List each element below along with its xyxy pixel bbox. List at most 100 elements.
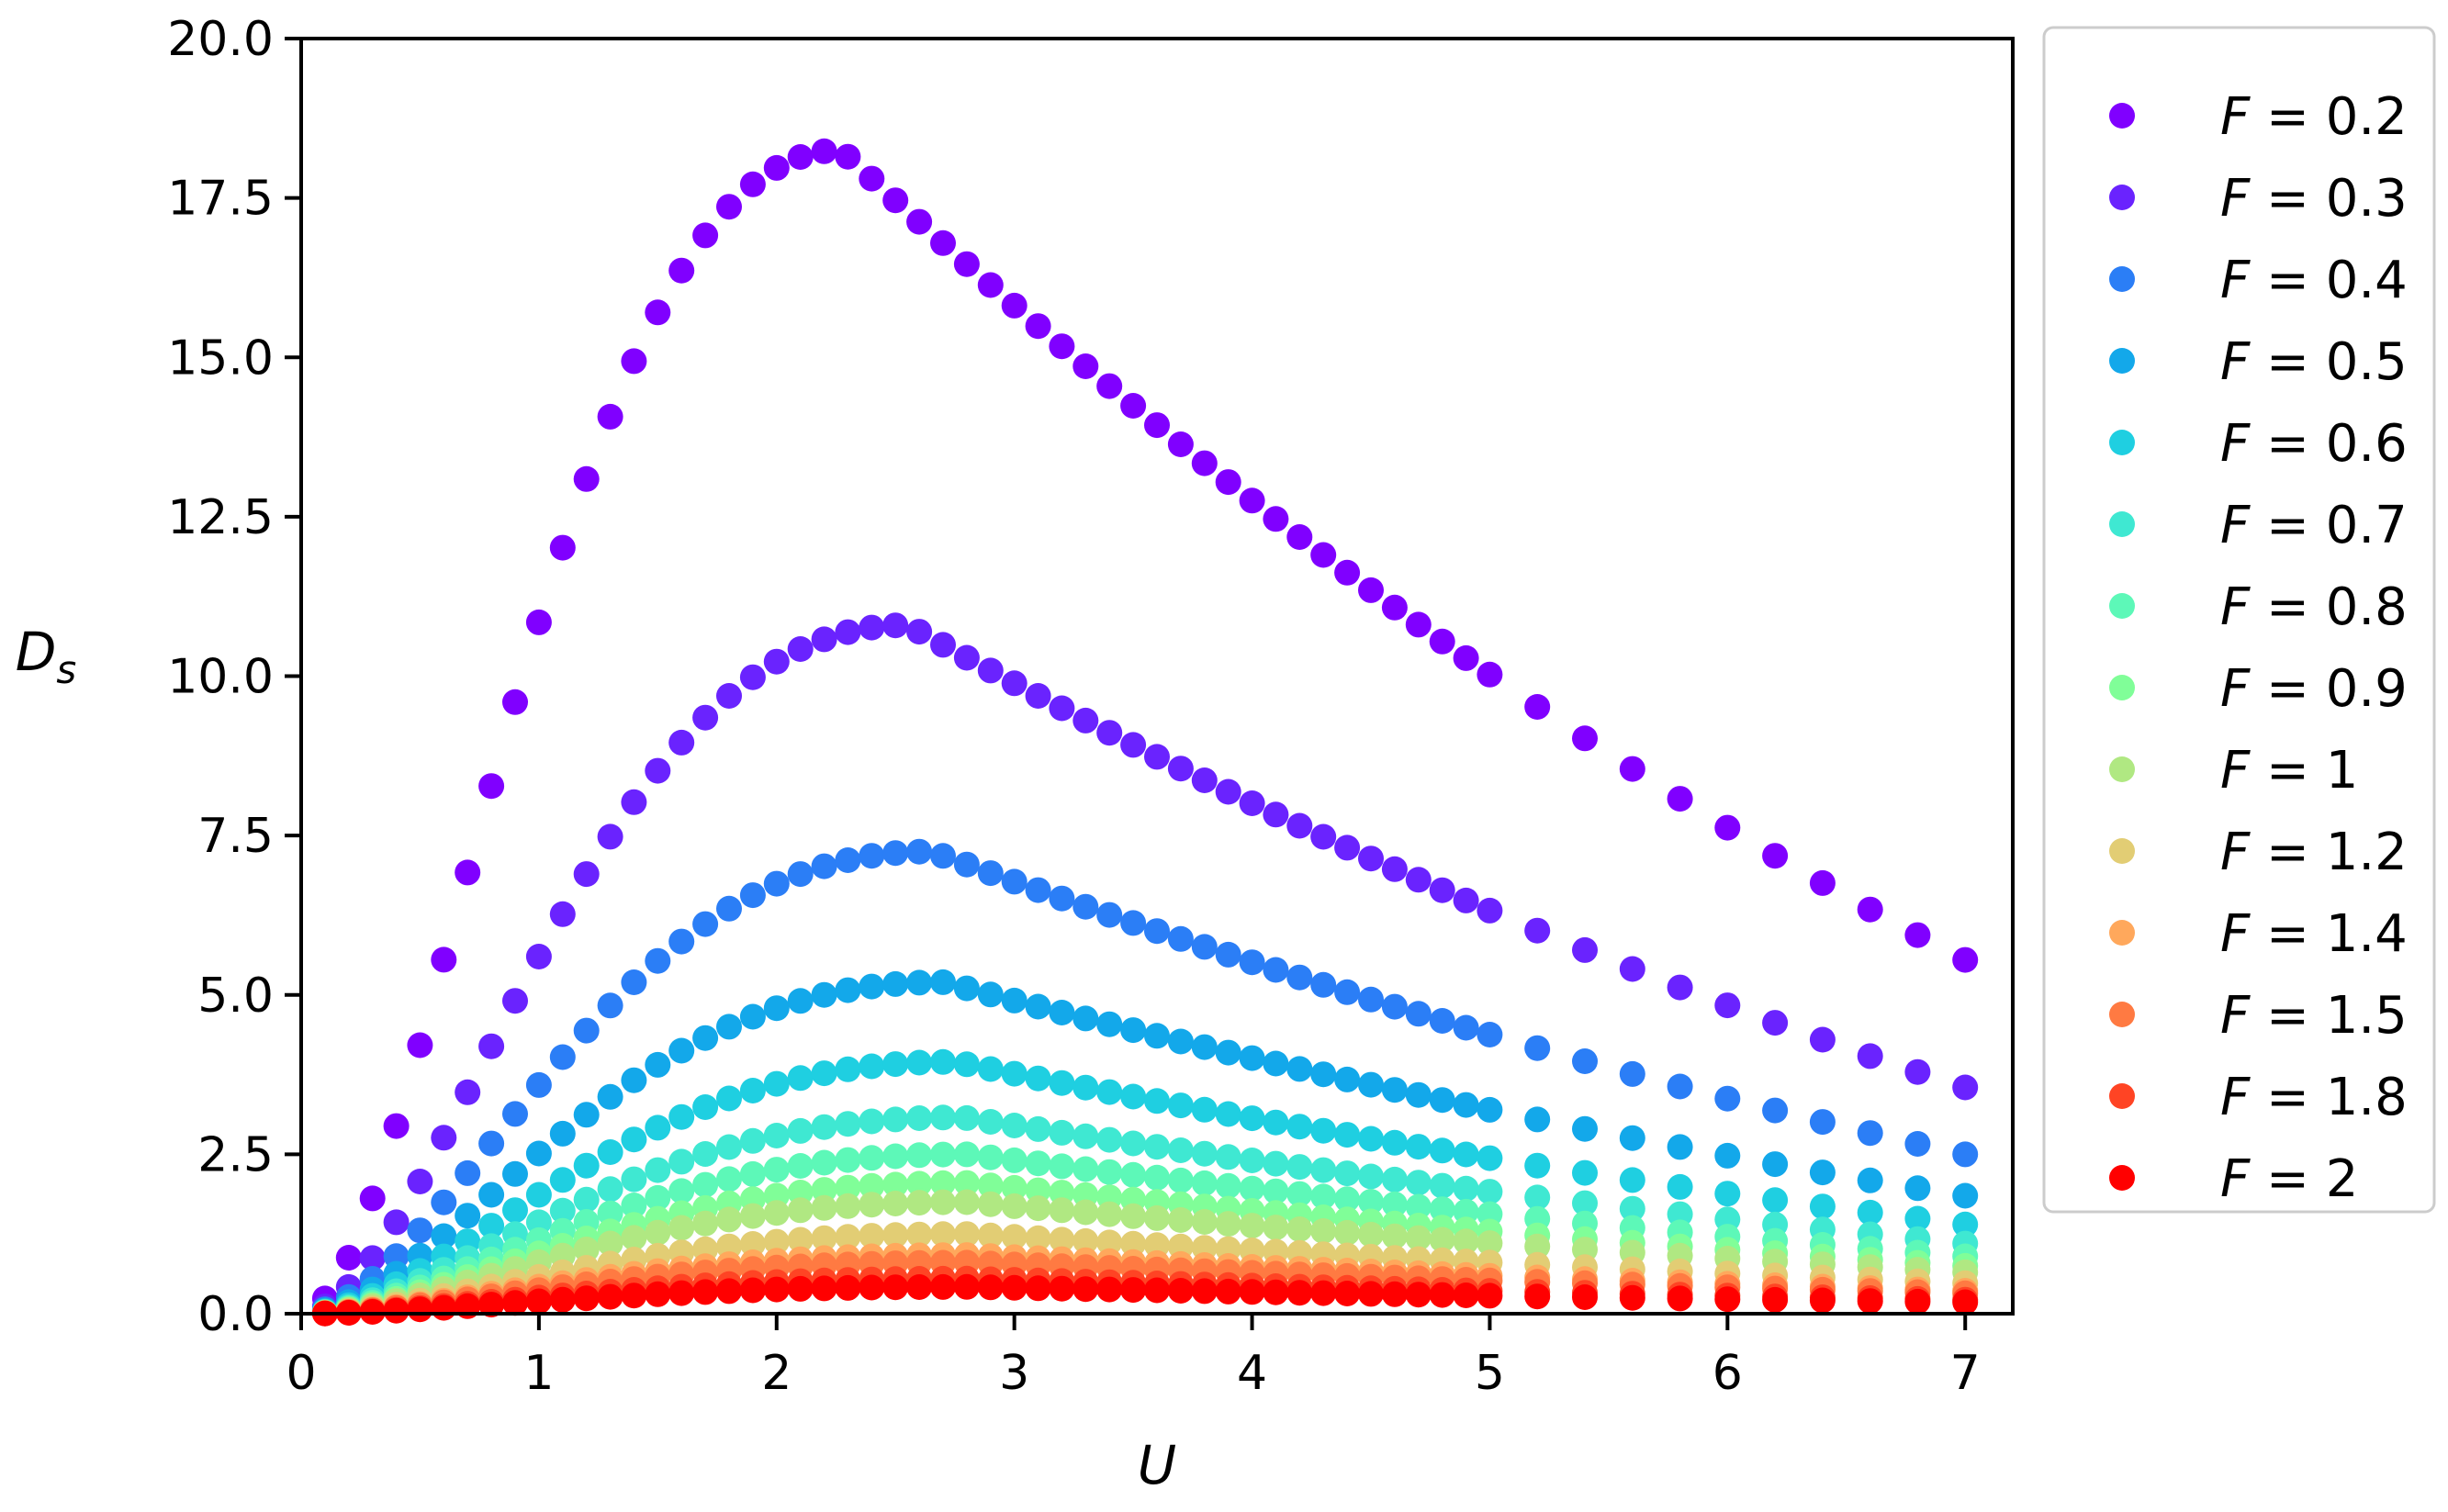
- data-point: [1025, 1195, 1051, 1222]
- data-point: [597, 1176, 623, 1203]
- data-point: [1239, 1045, 1265, 1071]
- data-point: [1263, 506, 1289, 532]
- data-point: [882, 1222, 909, 1249]
- data-point: [502, 1160, 528, 1187]
- data-point: [882, 1143, 909, 1170]
- legend-equals: =: [2250, 904, 2326, 964]
- series-1: [311, 138, 1979, 1312]
- data-point: [1762, 843, 1789, 869]
- data-point: [1904, 1131, 1931, 1157]
- data-point: [930, 1104, 956, 1131]
- data-point: [716, 1134, 742, 1160]
- data-point: [455, 1203, 481, 1229]
- data-point: [1286, 1056, 1313, 1082]
- data-point: [621, 1225, 647, 1251]
- series-2: [311, 612, 1979, 1320]
- data-point: [906, 208, 933, 235]
- x-tick-label: 2: [761, 1346, 792, 1401]
- data-point: [1714, 1142, 1741, 1169]
- data-point: [431, 946, 457, 973]
- data-point: [1952, 1074, 1979, 1101]
- data-point: [787, 1275, 814, 1302]
- legend-value: 1.8: [2326, 1068, 2408, 1127]
- data-point: [1477, 1096, 1503, 1123]
- data-point: [977, 1144, 1004, 1170]
- data-point: [835, 977, 861, 1003]
- legend-equals: =: [2250, 823, 2326, 882]
- data-point: [1381, 1077, 1408, 1103]
- legend-entry-label: F = 1: [2220, 741, 2358, 801]
- data-point: [1453, 1282, 1479, 1308]
- data-point: [1025, 993, 1051, 1020]
- data-point: [906, 1190, 933, 1216]
- data-point: [953, 1189, 980, 1215]
- data-point: [1619, 1284, 1645, 1311]
- legend-symbol: F: [2220, 741, 2251, 801]
- data-point: [953, 644, 980, 671]
- data-point: [692, 1025, 719, 1051]
- data-point: [906, 1049, 933, 1076]
- data-point: [1405, 1001, 1432, 1027]
- data-point: [1025, 1177, 1051, 1204]
- legend-box: [2042, 26, 2436, 1214]
- data-point: [977, 860, 1004, 887]
- data-point: [953, 851, 980, 878]
- data-point: [1762, 1187, 1789, 1214]
- data-point: [1453, 1175, 1479, 1202]
- data-point: [1857, 1199, 1883, 1226]
- data-point: [930, 632, 956, 658]
- data-point: [1619, 756, 1645, 782]
- data-point: [1191, 1209, 1218, 1235]
- x-tick-label: 6: [1712, 1346, 1743, 1401]
- data-point: [906, 1274, 933, 1300]
- data-point: [1714, 1085, 1741, 1112]
- data-point: [1857, 1288, 1883, 1315]
- data-point: [1381, 856, 1408, 882]
- data-point: [1239, 1213, 1265, 1239]
- data-point: [478, 1213, 505, 1239]
- data-point: [668, 1215, 695, 1241]
- legend-marker: [2109, 756, 2135, 782]
- data-point: [1096, 1079, 1123, 1105]
- data-point: [1429, 1172, 1455, 1199]
- data-point: [1310, 1157, 1337, 1183]
- legend-symbol: F: [2220, 414, 2251, 474]
- data-point: [1477, 661, 1503, 688]
- data-point: [1952, 946, 1979, 973]
- data-point: [383, 1209, 410, 1236]
- data-point: [1096, 902, 1123, 928]
- data-point: [645, 1157, 671, 1183]
- data-point: [1619, 1167, 1645, 1193]
- data-point: [739, 1003, 766, 1030]
- data-point: [977, 1274, 1004, 1301]
- y-axis-label-main: D: [16, 621, 57, 683]
- data-point: [668, 257, 695, 284]
- data-point: [1429, 1196, 1455, 1223]
- data-point: [1619, 1060, 1645, 1087]
- data-point: [953, 975, 980, 1002]
- data-point: [1144, 1164, 1170, 1191]
- data-point: [1477, 1282, 1503, 1309]
- legend-equals: =: [2250, 1068, 2326, 1127]
- data-point: [1809, 869, 1836, 896]
- data-point: [787, 636, 814, 662]
- data-point: [1144, 1204, 1170, 1231]
- data-point: [1025, 1225, 1051, 1251]
- data-point: [1453, 1092, 1479, 1118]
- data-point: [1215, 469, 1241, 496]
- data-point: [668, 1280, 695, 1306]
- data-point: [1381, 993, 1408, 1020]
- data-point: [1072, 893, 1099, 920]
- data-point: [787, 1065, 814, 1092]
- data-point: [930, 969, 956, 995]
- data-point: [1025, 683, 1051, 709]
- y-tick-label: 12.5: [167, 490, 274, 545]
- data-point: [1904, 1058, 1931, 1085]
- data-point: [739, 1127, 766, 1154]
- data-point: [549, 1120, 576, 1147]
- data-point: [1025, 1150, 1051, 1177]
- data-point: [1453, 887, 1479, 913]
- legend-marker: [2109, 1002, 2135, 1027]
- y-tick-label: 20.0: [167, 12, 274, 67]
- data-point: [1072, 1005, 1099, 1032]
